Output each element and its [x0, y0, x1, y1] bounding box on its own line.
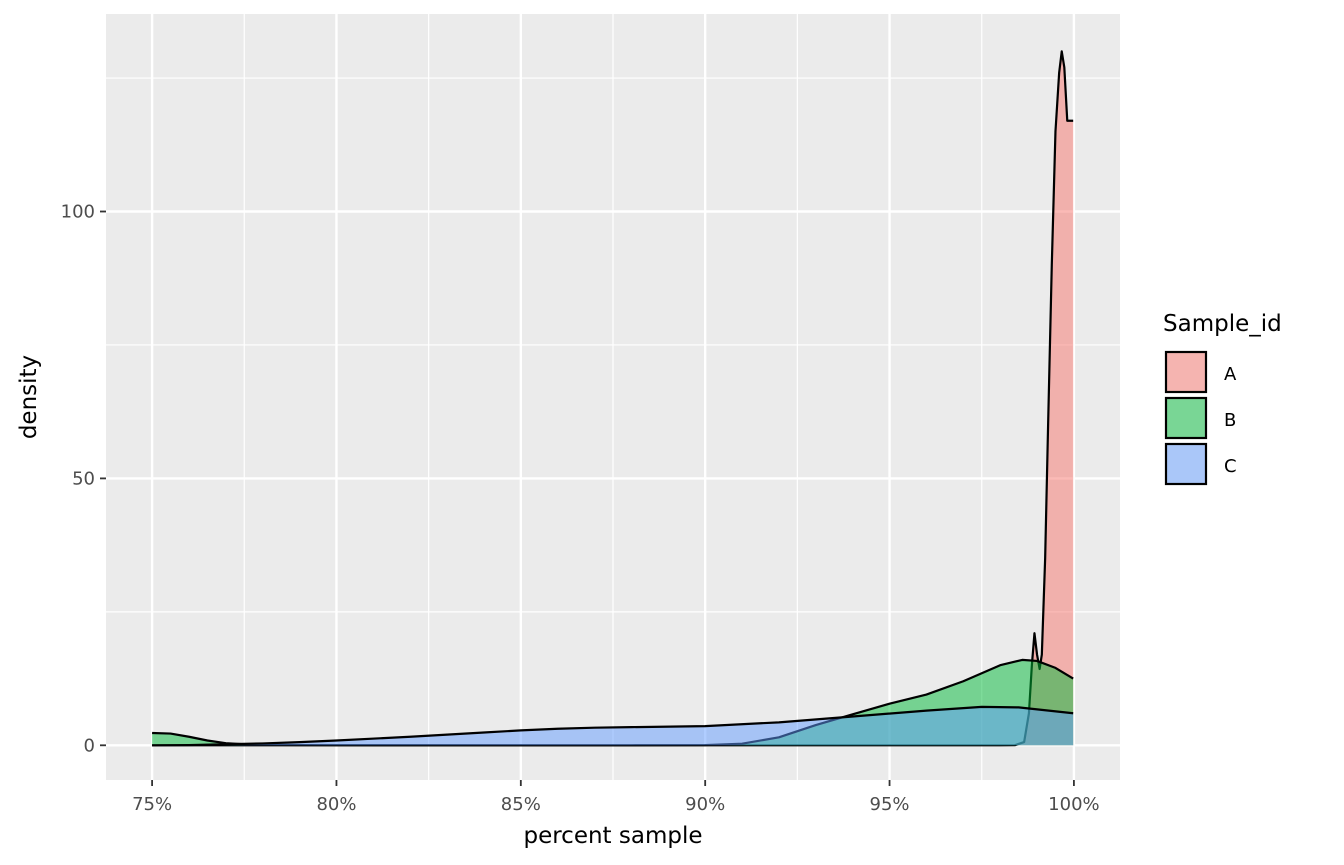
y-tick-label-2: 100 — [61, 202, 95, 223]
density-series — [152, 50, 1074, 747]
y-axis: 0 50 100 — [61, 202, 106, 756]
legend-label-A: A — [1224, 364, 1237, 385]
x-axis: 75% 80% 85% 90% 95% 100% — [132, 780, 1100, 815]
legend-label-C: C — [1224, 456, 1237, 477]
y-tick-label-0: 0 — [84, 735, 95, 756]
legend-title: Sample_id — [1163, 311, 1282, 337]
x-tick-label-1: 80% — [316, 794, 356, 815]
density-area-C — [152, 706, 1074, 746]
y-axis-title: density — [16, 355, 42, 439]
y-tick-label-1: 50 — [72, 468, 95, 489]
grid-minor — [106, 14, 1120, 780]
legend-key-B — [1164, 396, 1208, 440]
x-tick-label-5: 100% — [1048, 794, 1099, 815]
legend: Sample_id A B C — [1163, 311, 1282, 486]
x-tick-label-3: 90% — [685, 794, 725, 815]
density-line-C — [152, 705, 1074, 747]
legend-key-C — [1164, 442, 1208, 486]
legend-key-A — [1164, 350, 1208, 394]
x-tick-label-2: 85% — [501, 794, 541, 815]
legend-label-B: B — [1224, 410, 1236, 431]
x-tick-label-4: 95% — [870, 794, 910, 815]
x-axis-title: percent sample — [523, 823, 702, 849]
x-tick-label-0: 75% — [132, 794, 172, 815]
